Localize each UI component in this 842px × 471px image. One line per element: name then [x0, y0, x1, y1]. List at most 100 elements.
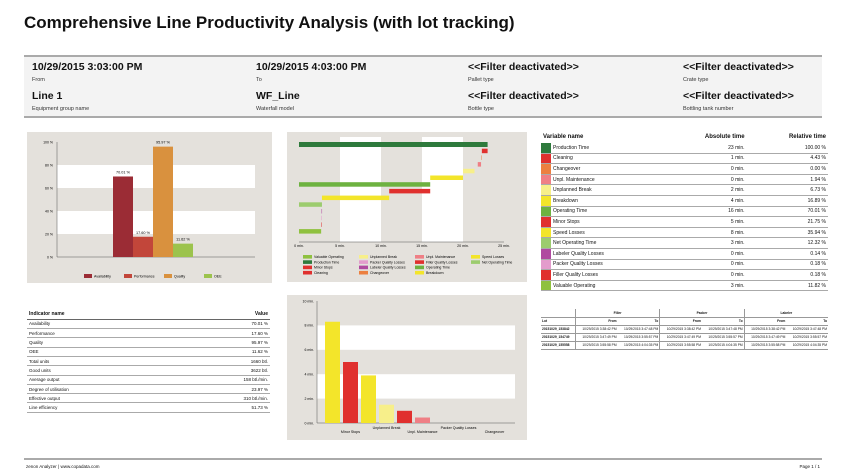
y-tick-label: 2 min.	[304, 397, 314, 401]
lot-cell: 10/29/2015 4:04:35 PM	[786, 341, 828, 350]
x-tick-label: Packer Quality Losses	[441, 426, 477, 430]
lot-cell: 10/29/2015 3:38:42 PM	[659, 325, 702, 334]
col-header: Lot	[541, 317, 576, 326]
data-label: 95.97 %	[156, 141, 171, 145]
gantt-bar	[299, 202, 322, 207]
bar-availability	[113, 176, 133, 257]
table-row: Changeover 0 min. 0.00 %	[541, 163, 828, 175]
relative-time: 0.18 %	[746, 269, 828, 281]
color-swatch	[541, 248, 551, 260]
lot-cell: 10/29/2015 3:55:58 PM	[574, 341, 618, 350]
lot-cell: 10/29/2015 3:47:48 PM	[701, 325, 745, 334]
col-header: To	[786, 317, 828, 326]
color-swatch	[541, 153, 551, 165]
filter-value: <<Filter deactivated>>	[468, 61, 579, 73]
indicator-name: Good units	[27, 365, 175, 376]
legend-label: Labeler Quality Losses	[370, 266, 406, 270]
lot-cell: 10/29/2015 3:47:49 PM	[574, 333, 618, 342]
bar-performance	[133, 236, 153, 257]
y-tick-label: 0 min.	[304, 421, 314, 425]
variable-name: Unplanned Break	[551, 184, 660, 197]
indicator-value: 51.73 %	[174, 402, 270, 413]
variables-table: Variable name Absolute time Relative time P…	[541, 132, 828, 292]
indicator-value: 23.97 %	[174, 384, 270, 395]
legend-label: Breakdown	[426, 271, 444, 275]
col-header: To	[701, 317, 745, 326]
gantt-bar	[321, 195, 390, 201]
kpi-bar-chart: 0 % 20 % 40 % 60 % 80 % 100 % 70.01 % Availabil…	[27, 132, 272, 283]
table-row: Good units 3622 btl.	[27, 365, 270, 376]
absolute-time: 0 min.	[659, 174, 747, 186]
variable-name: Operating Time	[551, 206, 660, 218]
indicator-value: 158 btl./min.	[174, 375, 270, 385]
grid-band	[340, 137, 381, 242]
bar	[415, 417, 430, 423]
indicator-value: 95.97 %	[174, 337, 270, 348]
legend-swatch	[124, 274, 132, 278]
legend-swatch	[359, 255, 368, 259]
bar	[397, 410, 412, 423]
relative-time: 70.01 %	[746, 206, 828, 218]
relative-time: 1.94 %	[746, 174, 828, 186]
gantt-bar	[299, 182, 431, 187]
col-header: From	[743, 317, 787, 326]
group-header: Filler	[574, 309, 660, 318]
color-swatch	[541, 142, 551, 154]
bar	[343, 362, 358, 423]
gantt-bar	[463, 168, 475, 174]
color-swatch	[541, 237, 551, 250]
legend-label: Unpl. Maintenance	[426, 255, 455, 259]
indicator-name: Line efficiency	[27, 402, 175, 413]
col-header: From	[659, 317, 702, 326]
x-tick-label: Unplanned Break	[373, 426, 401, 430]
x-tick-label: 5 min.	[335, 244, 345, 248]
color-swatch	[541, 269, 551, 281]
relative-time: 0.18 %	[746, 259, 828, 271]
indicator-value: 310 btl./min.	[174, 393, 270, 404]
legend-swatch	[415, 270, 424, 275]
table-row: Valuable Operating 3 min. 11.82 %	[541, 280, 828, 292]
indicator-name: Performance	[27, 328, 175, 339]
table-row: Degree of utilisation 23.97 %	[27, 384, 270, 395]
legend-swatch	[415, 260, 424, 264]
data-label: 17.60 %	[136, 231, 151, 235]
footer-left: zenon Analyzer | www.copadata.com	[26, 464, 100, 469]
relative-time: 16.89 %	[746, 195, 828, 207]
gantt-bar	[299, 229, 322, 234]
col-header: Value	[174, 310, 270, 320]
legend-label: Operating Time	[426, 266, 450, 270]
legend-label: OEE	[214, 275, 222, 279]
absolute-time: 8 min.	[659, 227, 747, 239]
filter-label: Equipment group name	[32, 106, 90, 112]
waterfall-gantt-chart: 0 min. 5 min. 10 min. 15 min. 20 min. 25 min.…	[287, 132, 527, 282]
legend-swatch	[84, 274, 92, 278]
filter-value: 10/29/2015 3:03:00 PM	[32, 61, 143, 73]
variable-name: Packer Quality Losses	[551, 259, 660, 271]
variable-name: Cleaning	[551, 153, 660, 165]
indicators-table: Indicator name Value Availability 70.01 % Pe…	[27, 310, 270, 413]
variable-name: Production Time	[551, 142, 660, 154]
legend-label: Packer Quality Losses	[370, 260, 405, 264]
table-row: 20151029_153842 10/29/2015 3:38:42 PM 10/2…	[541, 325, 828, 334]
group-header: Labeler	[743, 309, 828, 318]
y-tick-label: 8 min.	[304, 324, 314, 328]
y-tick-label: 4 min.	[304, 373, 314, 377]
indicator-value: 70.01 %	[174, 319, 270, 330]
variable-name: Speed Losses	[551, 227, 660, 239]
absolute-time: 16 min.	[659, 206, 747, 218]
legend-label: Valuable Operating	[314, 255, 344, 259]
lot-cell: 20151029_153842	[541, 325, 576, 334]
absolute-time: 0 min.	[659, 259, 747, 271]
data-label: 70.01 %	[116, 170, 131, 174]
indicator-name: Average output	[27, 375, 175, 385]
indicator-name: Availability	[27, 319, 175, 330]
relative-time: 35.94 %	[746, 227, 828, 239]
lots-table: Filler Packer Labeler Lot From To From To From To…	[541, 309, 828, 350]
gantt-bar	[389, 188, 431, 194]
absolute-time: 0 min.	[659, 163, 747, 175]
table-row: Availability 70.01 %	[27, 319, 270, 330]
lot-cell: 10/29/2015 3:55:57 PM	[701, 333, 745, 342]
legend-label: Production Time	[314, 260, 339, 264]
legend-swatch	[359, 270, 368, 275]
table-row: Unplanned Break 2 min. 6.73 %	[541, 184, 828, 197]
